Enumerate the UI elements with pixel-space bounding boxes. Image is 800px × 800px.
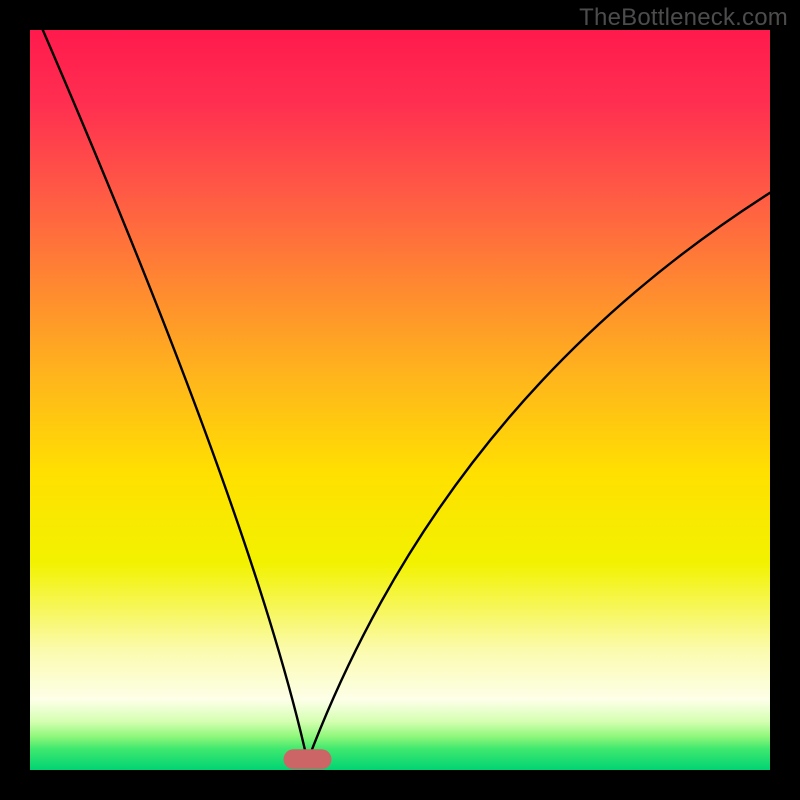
chart-svg bbox=[0, 0, 800, 800]
gradient-background bbox=[30, 30, 770, 770]
vertex-marker bbox=[284, 749, 332, 769]
watermark-text: TheBottleneck.com bbox=[579, 4, 788, 32]
chart-frame: TheBottleneck.com bbox=[0, 0, 800, 800]
